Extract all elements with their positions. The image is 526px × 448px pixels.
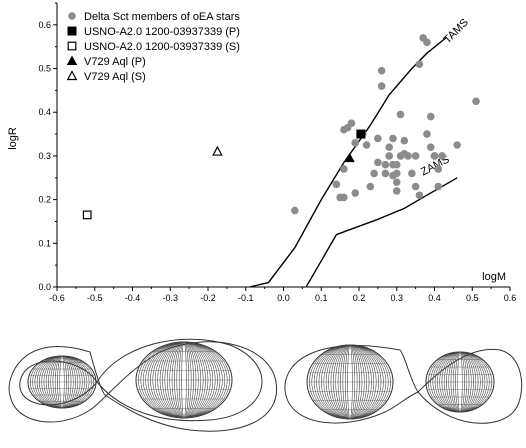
x-tick-label: 0.1: [315, 293, 328, 303]
data-point-series-0: [423, 130, 431, 138]
data-point-series-0: [370, 169, 378, 178]
data-point-series-0: [340, 193, 348, 202]
data-point-series-0: [366, 182, 375, 191]
data-point-series-0: [347, 119, 356, 127]
data-point-series-0: [377, 66, 386, 75]
data-point-series-0: [291, 206, 299, 215]
data-point-series-0: [426, 143, 435, 151]
data-point-series-0: [430, 152, 439, 160]
tams-label: TAMS: [441, 17, 471, 47]
legend-entry: Delta Sct members of oEA stars: [84, 11, 240, 23]
x-tick-label: -0.3: [162, 293, 178, 303]
data-point-series-0: [411, 182, 420, 191]
y-tick-label: 0.2: [38, 195, 51, 205]
tams-line: [249, 37, 447, 288]
data-point-series-0: [392, 178, 401, 186]
legend-entry: V729 Aql (S): [84, 71, 146, 83]
data-point-series-0: [340, 125, 348, 134]
roche-lobe-diagram-left: [8, 338, 278, 432]
data-point-series-0: [381, 169, 390, 178]
data-point-series-0: [392, 169, 401, 178]
data-point-series-0: [404, 152, 412, 160]
data-point-series-0: [332, 180, 341, 189]
x-axis-label: logM: [482, 271, 506, 283]
data-point-series-0: [389, 134, 397, 143]
data-point-series-0: [434, 182, 443, 191]
star-surface-grid-left: [28, 341, 232, 419]
zams-line: [305, 177, 458, 288]
roche-lobe-inner-left: [19, 338, 263, 422]
legend-marker: [68, 12, 76, 20]
legend-marker: [67, 26, 77, 36]
legend-marker: [67, 41, 77, 51]
y-tick-label: 0.4: [38, 107, 51, 117]
data-point-series-0: [340, 165, 348, 173]
data-point-series-0: [377, 82, 386, 90]
data-point-series-4: [212, 145, 223, 156]
x-tick-label: -0.1: [238, 293, 254, 303]
data-point-series-0: [423, 38, 431, 47]
x-tick-label: -0.2: [200, 293, 216, 303]
data-point-series-3: [344, 152, 355, 163]
data-point-series-0: [411, 152, 420, 160]
x-tick-label: 0.0: [277, 293, 290, 303]
data-point-series-0: [434, 165, 443, 173]
legend: Delta Sct members of oEA stars USNO-A2.0 …: [66, 11, 240, 83]
data-point-series-0: [453, 141, 461, 149]
data-point-series-0: [374, 158, 382, 167]
x-tick-label: -0.6: [49, 293, 65, 303]
star-surface-grid-right: [307, 344, 494, 420]
hr-diagram-plot: -0.6 -0.5 -0.4 -0.3 -0.2 -0.1 0.0 0.1 0.2 0.3 0.4 0…: [7, 2, 517, 303]
x-tick-label: 0.5: [466, 293, 479, 303]
data-point-series-0: [351, 139, 360, 147]
data-point-series-0: [385, 152, 394, 160]
data-point-series-0: [396, 110, 405, 119]
data-point-series-0: [351, 189, 360, 197]
x-tick-label: -0.5: [87, 293, 103, 303]
x-tick-label: 0.3: [390, 293, 403, 303]
legend-entry: USNO-A2.0 1200-03937339 (S): [84, 41, 240, 53]
data-point-series-0: [408, 169, 416, 178]
y-axis-label: logR: [7, 127, 19, 150]
data-point-series-0: [392, 160, 401, 169]
data-point-series-0: [374, 134, 382, 143]
roche-lobe-outer-left: [8, 341, 278, 432]
legend-entry: USNO-A2.0 1200-03937339 (P): [84, 26, 240, 38]
data-point-series-1: [356, 129, 366, 139]
data-point-series-0: [426, 112, 435, 121]
data-point-series-0: [415, 191, 424, 200]
data-point-series-0: [438, 152, 446, 160]
roche-lobe-diagram-right: [284, 344, 523, 424]
y-tick-label: 0.6: [38, 20, 51, 30]
x-tick-label: 0.4: [428, 293, 441, 303]
data-point-series-2: [82, 210, 92, 220]
legend-entry: V729 Aql (P): [84, 56, 146, 68]
legend-marker: [66, 70, 78, 81]
y-tick-label: 0.0: [38, 282, 51, 292]
data-point-series-0: [381, 160, 390, 169]
y-tick-label: 0.5: [38, 64, 51, 74]
data-point-series-0: [362, 141, 371, 149]
x-tick-label: 0.6: [504, 293, 517, 303]
x-tick-label: -0.4: [125, 293, 141, 303]
data-point-series-0: [415, 60, 424, 68]
legend-marker: [66, 55, 78, 65]
y-tick-label: 0.1: [38, 238, 51, 248]
y-tick-label: 0.3: [38, 151, 51, 161]
data-point-series-0: [472, 97, 480, 106]
data-point-series-0: [392, 187, 401, 195]
data-point-series-0: [385, 143, 394, 151]
data-point-series-0: [400, 136, 409, 145]
roche-lobe-outer-right: [284, 345, 523, 424]
x-tick-label: 0.2: [353, 293, 366, 303]
